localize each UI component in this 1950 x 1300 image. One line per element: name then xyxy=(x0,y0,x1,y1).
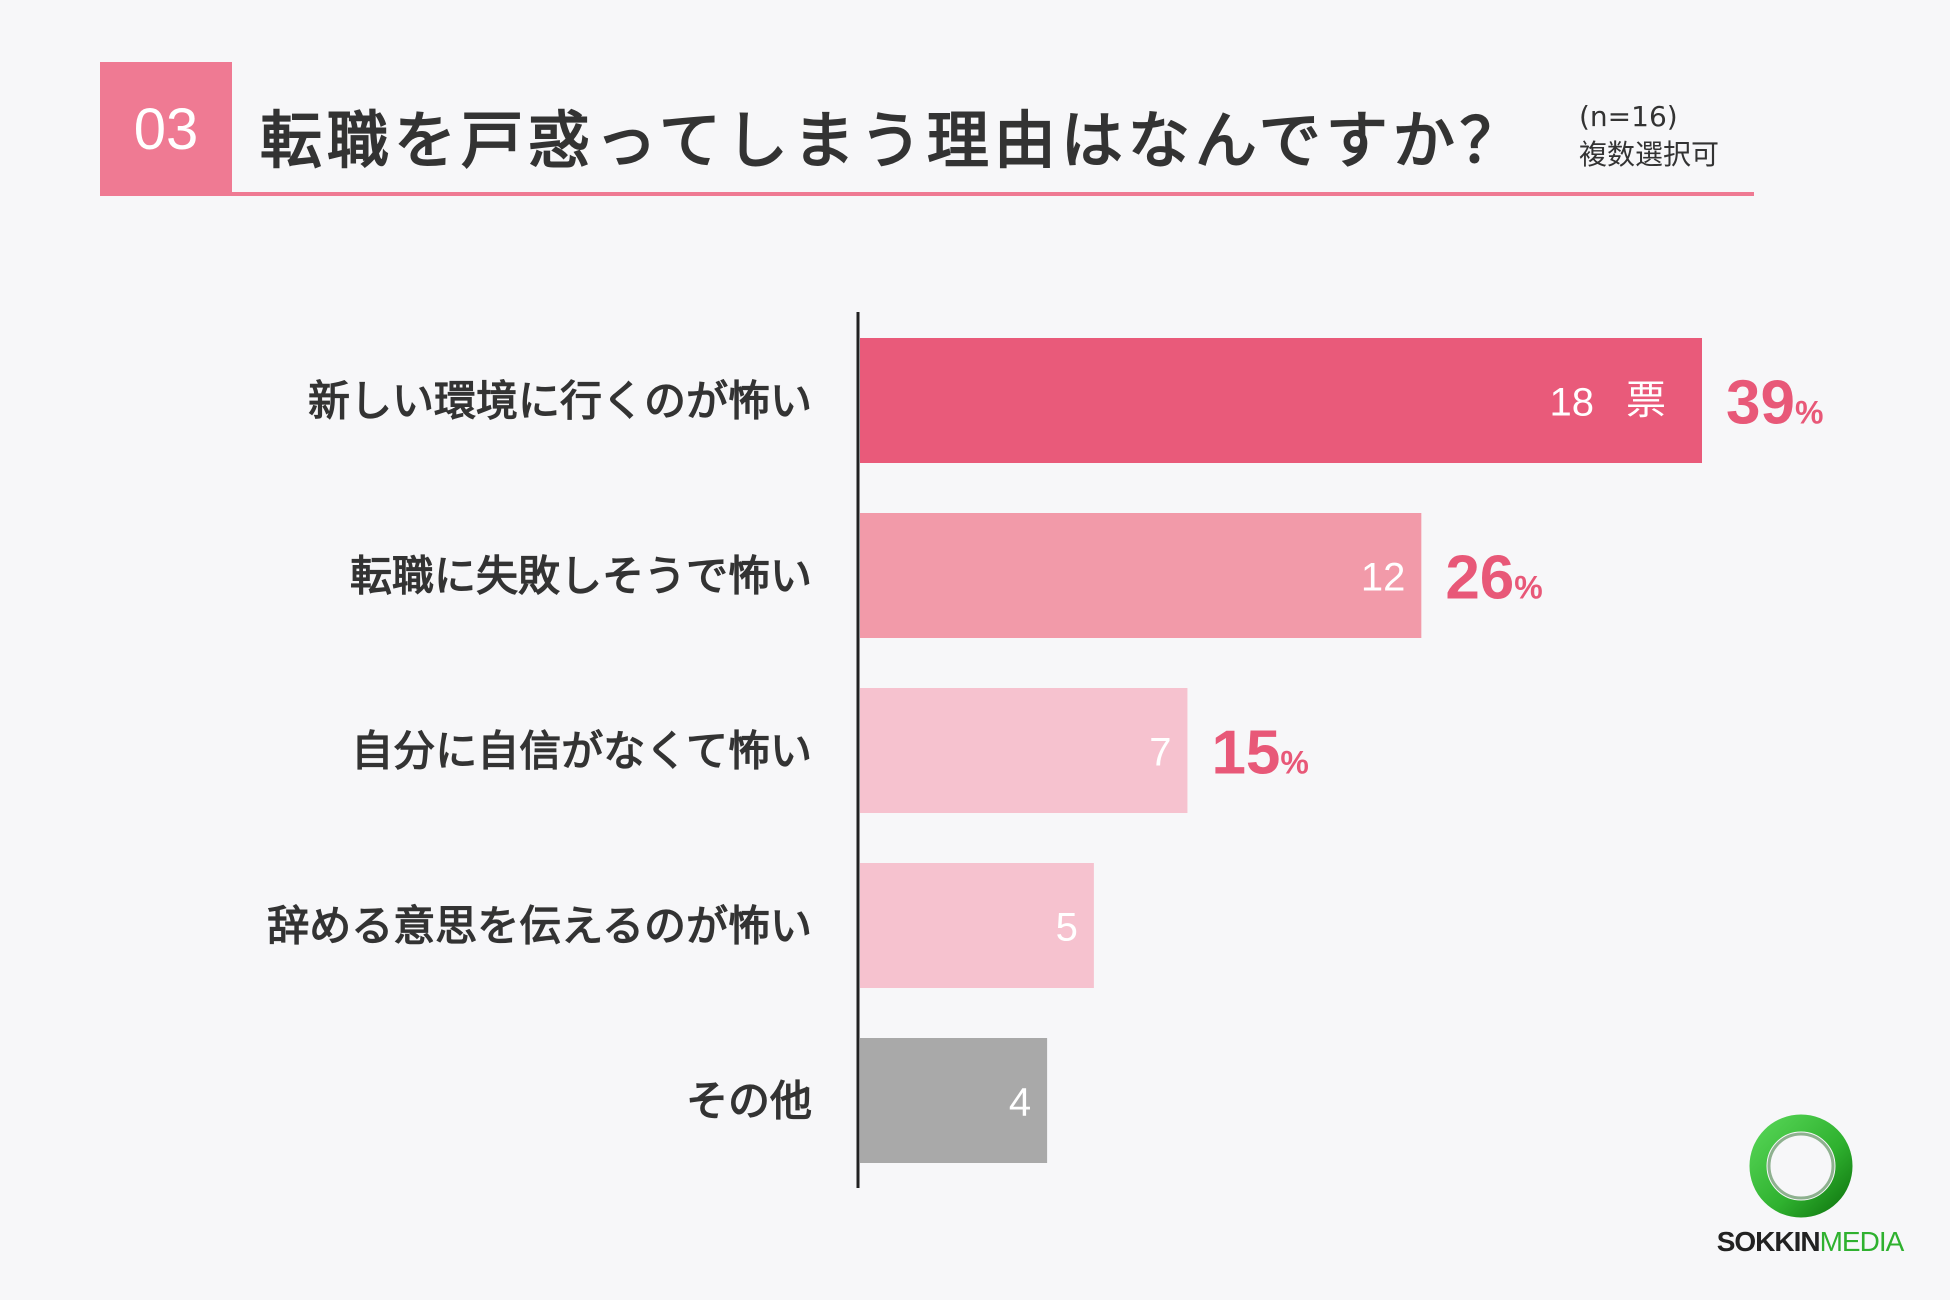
category-label: その他 xyxy=(686,1077,812,1126)
logo-text-sokkin: SOKKIN xyxy=(1716,1226,1821,1257)
question-number: 03 xyxy=(133,96,199,162)
question-number-badge: 03 xyxy=(100,62,232,196)
category-label: 転職に失敗しそうで怖い xyxy=(350,552,812,601)
percent-sign: % xyxy=(1280,745,1308,781)
logo-ring-icon xyxy=(1749,1114,1853,1218)
percentage-label: 15% xyxy=(1211,719,1308,788)
chart-header: 03 転職を戸惑ってしまう理由はなんですか？ (n=16) 複数選択可 xyxy=(100,62,1754,196)
bar-series: 新しい環境に行くのが怖い 18 票 39% 転職に失敗しそうで怖い 12 26% 自分に自信が… xyxy=(267,338,1823,1163)
bar xyxy=(860,863,1094,988)
percentage-label: 26% xyxy=(1445,544,1542,613)
title-underline xyxy=(100,192,1754,196)
bar-value-label: 5 xyxy=(1056,906,1078,950)
bar xyxy=(860,338,1702,463)
bar-value-label: 7 xyxy=(1149,731,1171,775)
bar xyxy=(860,513,1422,638)
category-label: 自分に自信がなくて怖い xyxy=(351,727,812,776)
bar-value-label: 18 xyxy=(1550,381,1595,425)
value-unit-label: 票 xyxy=(1626,379,1666,423)
logo-wordmark: SOKKINMEDIA xyxy=(1690,1226,1930,1258)
bar xyxy=(860,1038,1048,1163)
chart-title: 転職を戸惑ってしまう理由はなんですか？ xyxy=(260,104,1527,177)
logo-text-media: MEDIA xyxy=(1819,1226,1905,1257)
category-label: 新しい環境に行くのが怖い xyxy=(308,377,812,426)
multiple-choice-note: 複数選択可 xyxy=(1579,138,1720,171)
percentage-label: 39% xyxy=(1726,369,1823,438)
sokkin-media-logo: SOKKINMEDIA xyxy=(1690,1104,1930,1264)
category-label: 辞める意思を伝えるのが怖い xyxy=(267,902,812,951)
percent-sign: % xyxy=(1795,395,1823,431)
bar-value-label: 12 xyxy=(1361,556,1406,600)
sample-size: (n=16) xyxy=(1579,100,1678,133)
bar-value-label: 4 xyxy=(1009,1081,1031,1125)
bar xyxy=(860,688,1188,813)
percent-sign: % xyxy=(1514,570,1542,606)
survey-note: (n=16) 複数選択可 xyxy=(1579,98,1719,174)
